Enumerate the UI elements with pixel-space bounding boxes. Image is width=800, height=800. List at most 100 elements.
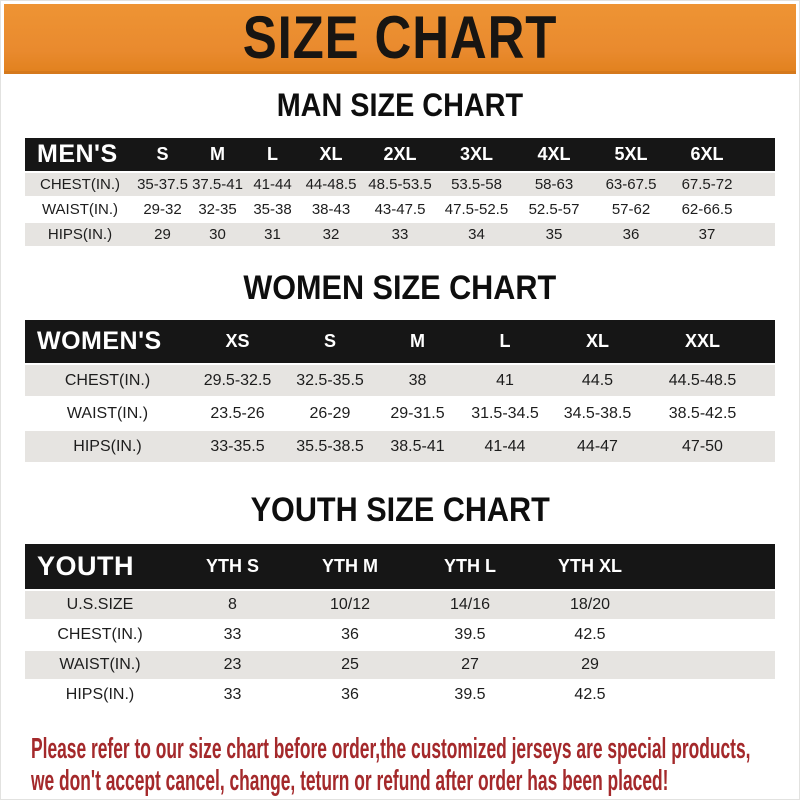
size-value-cell: 32-35	[190, 196, 245, 221]
row-label-waist: WAIST(IN.)	[25, 396, 190, 429]
mens-hips-row: HIPS(IN.) 29 30 31 32 33 34 35 36 37	[25, 221, 775, 246]
size-value-cell: 26-29	[285, 396, 375, 429]
youth-size-chart-title: YOUTH SIZE CHART	[1, 492, 799, 528]
row-filler-cell	[650, 589, 775, 619]
row-filler-cell	[745, 196, 775, 221]
size-column-header: XS	[190, 320, 285, 363]
youth-size-table: YOUTH YTH S YTH M YTH L YTH XL U.S.SIZE …	[25, 544, 775, 709]
size-value-cell: 39.5	[410, 619, 530, 649]
size-column-header: YTH M	[290, 544, 410, 589]
row-filler-cell	[650, 619, 775, 649]
row-label-chest: CHEST(IN.)	[25, 171, 135, 196]
size-column-header: M	[190, 138, 245, 171]
size-value-cell: 23.5-26	[190, 396, 285, 429]
size-value-cell: 23	[175, 649, 290, 679]
size-value-cell: 38	[375, 363, 460, 396]
row-label-waist: WAIST(IN.)	[25, 196, 135, 221]
size-value-cell: 42.5	[530, 679, 650, 709]
size-value-cell: 25	[290, 649, 410, 679]
size-value-cell: 47.5-52.5	[438, 196, 515, 221]
size-column-header: M	[375, 320, 460, 363]
size-value-cell: 42.5	[530, 619, 650, 649]
women-size-chart-title: WOMEN SIZE CHART	[1, 270, 799, 306]
size-value-cell: 31	[245, 221, 300, 246]
size-value-cell: 37	[669, 221, 745, 246]
size-value-cell: 39.5	[410, 679, 530, 709]
youth-size-chart-title-text: YOUTH SIZE CHART	[250, 491, 550, 529]
disclaimer-note: Please refer to our size chart before or…	[31, 733, 799, 797]
mens-header-row: MEN'S S M L XL 2XL 3XL 4XL 5XL 6XL	[25, 138, 775, 171]
size-value-cell: 57-62	[593, 196, 669, 221]
size-column-header: S	[285, 320, 375, 363]
womens-header-row: WOMEN'S XS S M L XL XXL	[25, 320, 775, 363]
mens-table-label: MEN'S	[25, 138, 135, 171]
youth-ussize-row: U.S.SIZE 8 10/12 14/16 18/20	[25, 589, 775, 619]
size-column-header: 6XL	[669, 138, 745, 171]
size-value-cell: 35-38	[245, 196, 300, 221]
mens-chest-row: CHEST(IN.) 35-37.5 37.5-41 41-44 44-48.5…	[25, 171, 775, 196]
size-column-header: YTH XL	[530, 544, 650, 589]
size-value-cell: 58-63	[515, 171, 593, 196]
size-value-cell: 35	[515, 221, 593, 246]
row-label-hips: HIPS(IN.)	[25, 679, 175, 709]
size-value-cell: 35-37.5	[135, 171, 190, 196]
size-column-header: 5XL	[593, 138, 669, 171]
size-value-cell: 29	[530, 649, 650, 679]
womens-hips-row: HIPS(IN.) 33-35.5 35.5-38.5 38.5-41 41-4…	[25, 429, 775, 462]
man-size-chart-title-text: MAN SIZE CHART	[276, 87, 524, 123]
size-value-cell: 10/12	[290, 589, 410, 619]
row-label-hips: HIPS(IN.)	[25, 221, 135, 246]
disclaimer-line-2: we don't accept cancel, change, teturn o…	[31, 765, 669, 797]
size-value-cell: 67.5-72	[669, 171, 745, 196]
size-column-header: XL	[550, 320, 645, 363]
size-value-cell: 29-32	[135, 196, 190, 221]
size-value-cell: 44.5	[550, 363, 645, 396]
header-filler-cell	[745, 138, 775, 171]
size-value-cell: 41	[460, 363, 550, 396]
size-column-header: YTH L	[410, 544, 530, 589]
size-chart-banner-title: SIZE CHART	[242, 4, 558, 71]
row-filler-cell	[745, 221, 775, 246]
row-filler-cell	[650, 679, 775, 709]
size-value-cell: 44.5-48.5	[645, 363, 760, 396]
size-value-cell: 14/16	[410, 589, 530, 619]
size-value-cell: 18/20	[530, 589, 650, 619]
row-filler-cell	[650, 649, 775, 679]
youth-chest-row: CHEST(IN.) 33 36 39.5 42.5	[25, 619, 775, 649]
size-value-cell: 47-50	[645, 429, 760, 462]
womens-chest-row: CHEST(IN.) 29.5-32.5 32.5-35.5 38 41 44.…	[25, 363, 775, 396]
size-value-cell: 32	[300, 221, 362, 246]
size-value-cell: 63-67.5	[593, 171, 669, 196]
womens-waist-row: WAIST(IN.) 23.5-26 26-29 29-31.5 31.5-34…	[25, 396, 775, 429]
row-filler-cell	[760, 396, 775, 429]
size-value-cell: 38.5-41	[375, 429, 460, 462]
women-size-chart-title-text: WOMEN SIZE CHART	[243, 269, 557, 307]
size-column-header: XXL	[645, 320, 760, 363]
size-value-cell: 41-44	[460, 429, 550, 462]
man-size-chart-title: MAN SIZE CHART	[1, 88, 799, 122]
row-label-hips: HIPS(IN.)	[25, 429, 190, 462]
size-column-header: 4XL	[515, 138, 593, 171]
mens-waist-row: WAIST(IN.) 29-32 32-35 35-38 38-43 43-47…	[25, 196, 775, 221]
size-value-cell: 32.5-35.5	[285, 363, 375, 396]
size-value-cell: 31.5-34.5	[460, 396, 550, 429]
youth-waist-row: WAIST(IN.) 23 25 27 29	[25, 649, 775, 679]
size-value-cell: 38-43	[300, 196, 362, 221]
row-label-us-size: U.S.SIZE	[25, 589, 175, 619]
size-column-header: 3XL	[438, 138, 515, 171]
row-filler-cell	[760, 363, 775, 396]
row-label-waist: WAIST(IN.)	[25, 649, 175, 679]
size-column-header: S	[135, 138, 190, 171]
size-value-cell: 38.5-42.5	[645, 396, 760, 429]
size-column-header: 2XL	[362, 138, 438, 171]
size-value-cell: 8	[175, 589, 290, 619]
size-value-cell: 44-48.5	[300, 171, 362, 196]
size-value-cell: 33-35.5	[190, 429, 285, 462]
size-column-header: YTH S	[175, 544, 290, 589]
womens-table-label: WOMEN'S	[25, 320, 190, 363]
size-value-cell: 33	[175, 679, 290, 709]
size-value-cell: 33	[362, 221, 438, 246]
size-value-cell: 52.5-57	[515, 196, 593, 221]
youth-header-row: YOUTH YTH S YTH M YTH L YTH XL	[25, 544, 775, 589]
